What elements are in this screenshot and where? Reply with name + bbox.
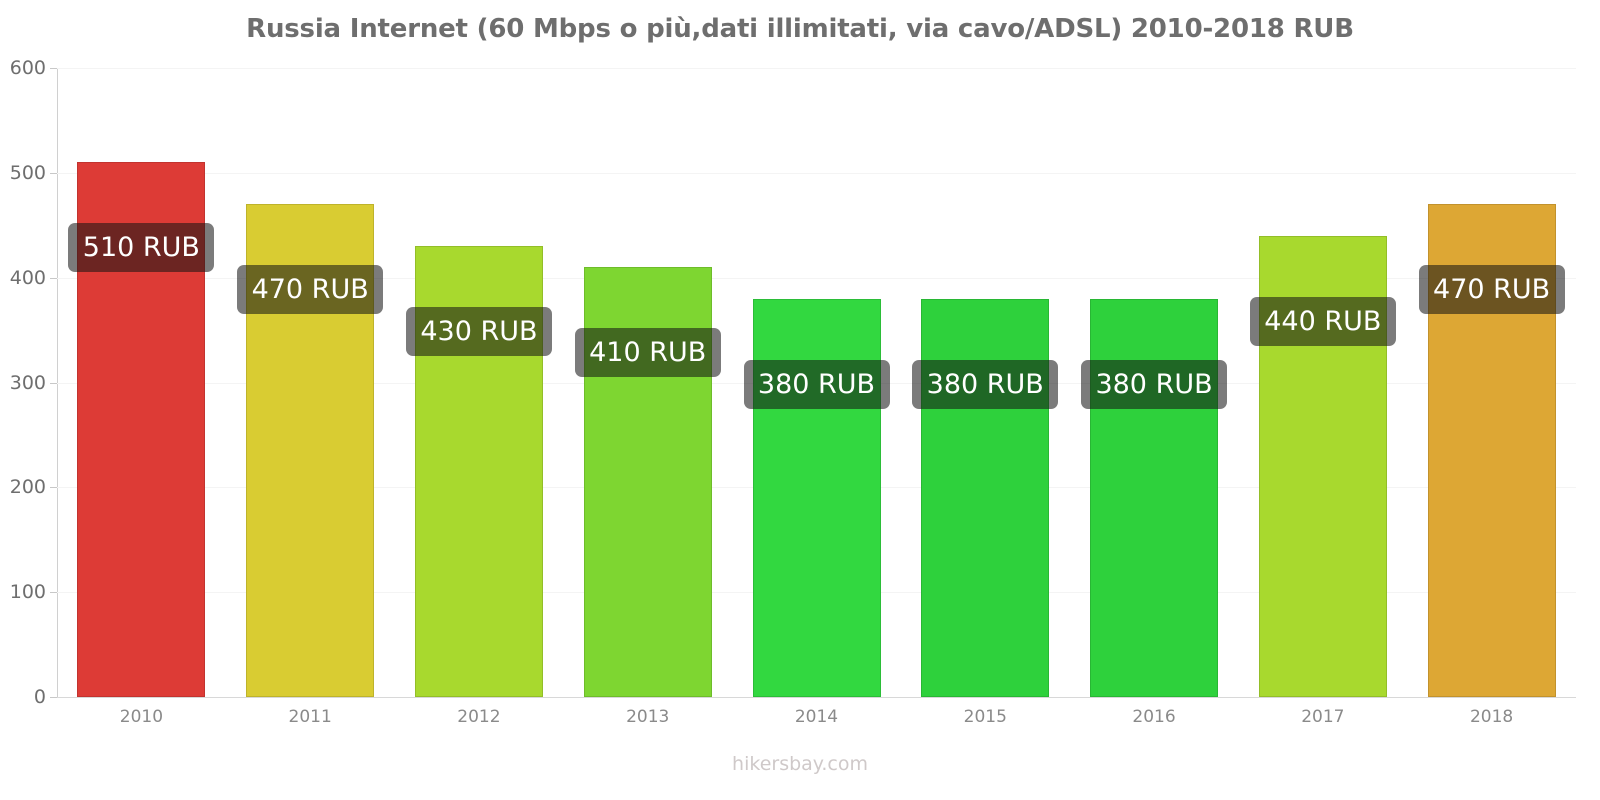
- bar-2014[interactable]: [752, 298, 881, 697]
- x-tick-label-2015: 2015: [963, 707, 1007, 727]
- bar-value-label-2013: 410 RUB: [574, 328, 721, 378]
- y-tick-label: 300: [9, 371, 46, 394]
- x-tick-label-2013: 2013: [626, 707, 670, 727]
- y-tick-label: 100: [9, 581, 46, 604]
- y-tick-mark: [50, 592, 57, 594]
- bar-2016[interactable]: [1090, 298, 1219, 697]
- grid-line: [57, 68, 1576, 69]
- grid-line: [57, 277, 1576, 279]
- x-tick-label-2017: 2017: [1301, 707, 1345, 727]
- y-tick-mark: [50, 382, 57, 384]
- bar-value-label-2014: 380 RUB: [743, 359, 890, 409]
- bar-value-label-2015: 380 RUB: [912, 359, 1059, 409]
- x-tick-label-2010: 2010: [119, 707, 164, 727]
- y-tick-mark: [50, 68, 57, 69]
- y-axis-ticks: 0 100 200 300 400 500 600: [0, 57, 46, 708]
- y-tick-mark: [50, 277, 57, 279]
- chart-title: Russia Internet (60 Mbps o più,dati illi…: [246, 14, 1354, 44]
- grid-line: [57, 697, 1576, 698]
- bar-value-label-2017: 440 RUB: [1249, 296, 1396, 346]
- y-tick-label: 600: [9, 57, 46, 79]
- x-tick-label-2016: 2016: [1132, 707, 1176, 727]
- y-tick-label: 500: [9, 161, 46, 184]
- y-tick-mark: [50, 172, 57, 174]
- x-tick-label-2012: 2012: [457, 707, 501, 727]
- x-axis-labels: 2010 2011 2012 2013 2014 2015 2016 2017 2018: [57, 707, 1576, 741]
- y-tick-mark: [50, 697, 57, 698]
- bar-value-label-2010: 510 RUB: [68, 223, 215, 273]
- bar-value-label-2011: 470 RUB: [237, 265, 384, 315]
- x-tick-label-2011: 2011: [288, 707, 332, 727]
- y-tick-label: 400: [9, 266, 46, 289]
- grid-line: [57, 172, 1576, 174]
- y-tick-label: 200: [9, 476, 46, 499]
- x-tick-label-2014: 2014: [794, 707, 839, 727]
- y-tick-mark: [50, 487, 57, 489]
- bar-value-label-2018: 470 RUB: [1418, 265, 1565, 315]
- watermark: hikersbay.com: [732, 753, 868, 775]
- plot-area: 510 RUB 470 RUB 430 RUB 410 RUB 380 RUB 380 R…: [57, 68, 1576, 698]
- y-tick-label: 0: [33, 686, 46, 708]
- bar-value-label-2016: 380 RUB: [1081, 359, 1228, 409]
- x-tick-label-2018: 2018: [1469, 707, 1514, 727]
- bar-value-label-2012: 430 RUB: [405, 307, 552, 357]
- bar-2015[interactable]: [921, 298, 1050, 697]
